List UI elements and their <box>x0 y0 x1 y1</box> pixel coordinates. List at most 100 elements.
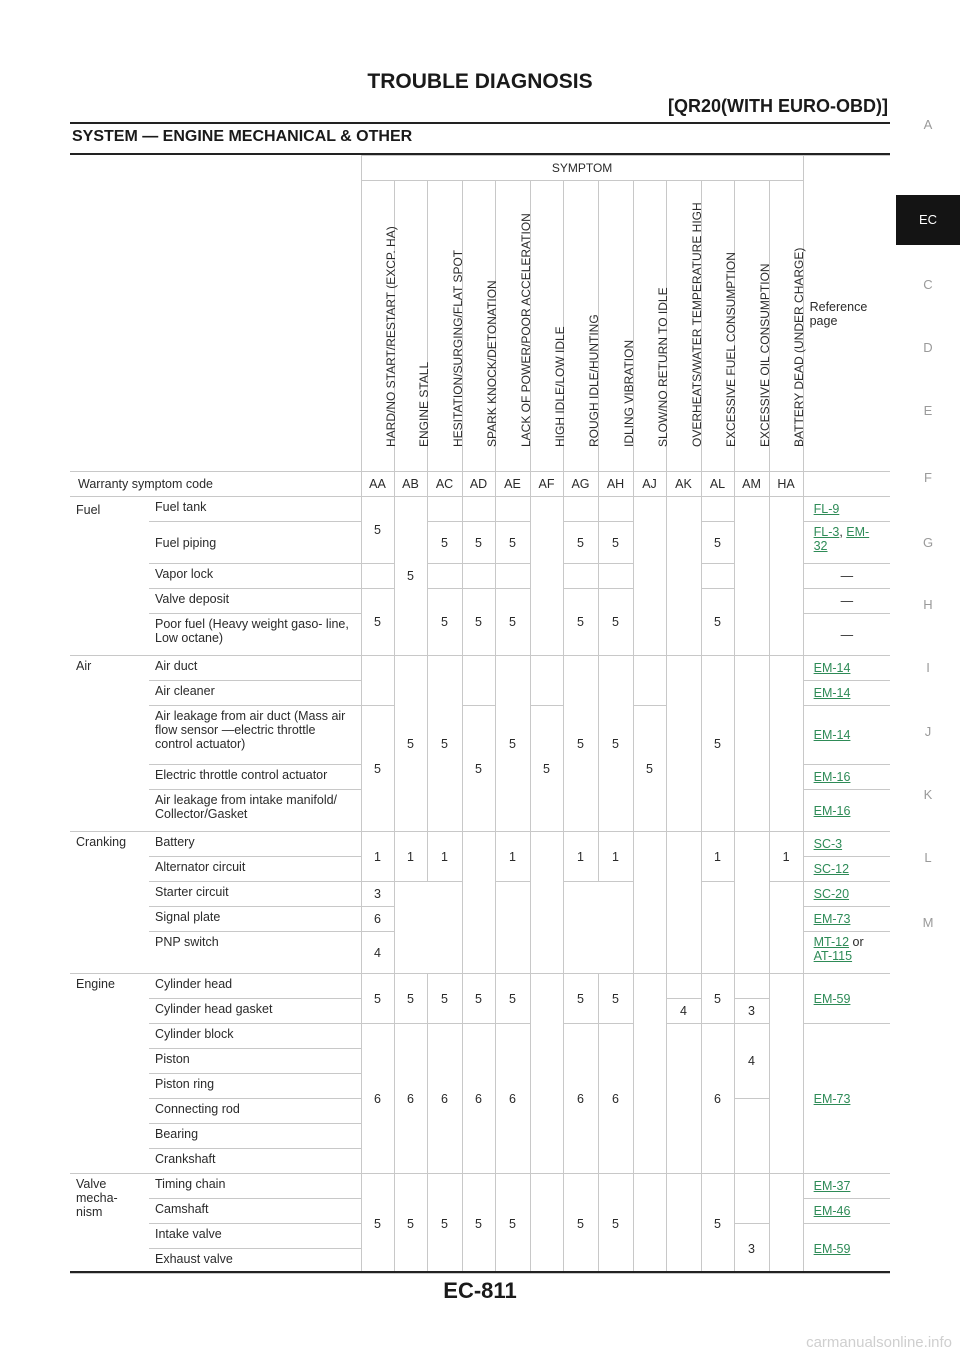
page-number: EC-811 <box>443 1278 517 1303</box>
symptom-high-low-idle: HIGH IDLE/LOW IDLE <box>529 180 567 472</box>
page-subtitle: [QR20(WITH EURO-OBD)] <box>668 96 888 116</box>
item-bearing: Bearing <box>149 1123 362 1149</box>
ref-link-fl-3[interactable]: FL-3 <box>813 525 840 539</box>
section-title: SYSTEM — ENGINE MECHANICAL & OTHER <box>72 128 413 145</box>
side-tab-i[interactable]: I <box>926 660 930 675</box>
code-cell: HA <box>768 471 804 497</box>
item-intake-valve: Intake valve <box>149 1223 362 1249</box>
item-alternator: Alternator circuit <box>149 856 362 882</box>
page-title: TROUBLE DIAGNOSIS <box>367 70 593 93</box>
item-cylinder-block: Cylinder block <box>149 1023 362 1049</box>
code-cell: AH <box>597 471 634 497</box>
item-etc-actuator: Electric throttle control actuator <box>149 764 362 790</box>
group-valve-mechanism: Valve mecha- nism <box>70 1173 149 1274</box>
side-tab-c[interactable]: C <box>923 277 933 292</box>
code-cell: AM <box>733 471 770 497</box>
item-piston: Piston <box>149 1048 362 1074</box>
ref-link-em-14[interactable]: EM-14 <box>813 686 851 700</box>
ref-link-mt-12[interactable]: MT-12 <box>813 935 850 949</box>
code-cell: AC <box>426 471 463 497</box>
item-timing-chain: Timing chain <box>149 1173 362 1199</box>
ref-link-sc-3[interactable]: SC-3 <box>813 837 843 851</box>
section-rule <box>70 153 890 155</box>
item-fuel-piping: Fuel piping <box>149 521 362 564</box>
group-fuel: Fuel <box>70 496 149 656</box>
ref-link-em-32[interactable]: EM-32 <box>813 525 870 553</box>
ref-link-em-16[interactable]: EM-16 <box>813 803 851 818</box>
side-tab-h[interactable]: H <box>923 597 933 612</box>
ref-link-em-14[interactable]: EM-14 <box>813 661 851 675</box>
ref-link-em-16[interactable]: EM-16 <box>813 770 851 784</box>
ref-link-em-73[interactable]: EM-73 <box>813 1091 851 1106</box>
side-tab-d[interactable]: D <box>923 340 933 355</box>
reference-header: Reference page <box>802 155 891 472</box>
symptom-lack-of-power: LACK OF POWER/POOR ACCELERATION <box>494 180 533 472</box>
ref-link-em-59[interactable]: EM-59 <box>813 991 851 1006</box>
item-exhaust-valve: Exhaust valve <box>149 1248 362 1274</box>
side-tab-l[interactable]: L <box>924 850 932 865</box>
item-connecting-rod: Connecting rod <box>149 1098 362 1124</box>
code-cell: AD <box>461 471 496 497</box>
header-rule <box>70 122 890 124</box>
group-air: Air <box>70 655 149 832</box>
code-cell: AK <box>665 471 702 497</box>
item-air-leak-manifold: Air leakage from intake manifold/ Collec… <box>149 789 362 832</box>
item-fuel-tank: Fuel tank <box>149 496 362 522</box>
symptom-hesitation: HESITATION/SURGING/FLAT SPOT <box>426 180 465 472</box>
code-cell: AE <box>494 471 531 497</box>
symptom-fuel-consumption: EXCESSIVE FUEL CONSUMPTION <box>700 180 738 472</box>
code-cell: AF <box>529 471 564 497</box>
corner-cell <box>70 155 362 472</box>
footer-rule <box>70 1271 890 1273</box>
symptom-table: SYMPTOM Reference page HARD/NO START/RES… <box>70 155 891 1274</box>
side-tab-ec[interactable]: EC <box>896 195 960 245</box>
side-tab-k[interactable]: K <box>923 787 933 802</box>
ref-link-em-73[interactable]: EM-73 <box>813 912 851 926</box>
item-crankshaft: Crankshaft <box>149 1148 362 1174</box>
symptom-oil-consumption: EXCESSIVE OIL CONSUMPTION <box>733 180 772 472</box>
ref-link-em-14[interactable]: EM-14 <box>813 728 851 742</box>
symptom-idling-vibration: IDLING VIBRATION <box>597 180 636 472</box>
side-tab-f[interactable]: F <box>924 470 932 485</box>
ref-link-sc-20[interactable]: SC-20 <box>813 887 850 901</box>
ref-link-fl-9[interactable]: FL-9 <box>813 502 840 516</box>
item-piston-ring: Piston ring <box>149 1073 362 1099</box>
item-poor-fuel: Poor fuel (Heavy weight gaso- line, Low … <box>149 613 362 656</box>
symptom-spark-knock: SPARK KNOCK/DETONATION <box>461 180 499 472</box>
item-pnp-switch: PNP switch <box>149 931 362 974</box>
ref-link-em-59[interactable]: EM-59 <box>813 1241 851 1256</box>
ref-link-em-37[interactable]: EM-37 <box>813 1179 851 1193</box>
item-cylinder-head: Cylinder head <box>149 973 362 999</box>
item-vapor-lock: Vapor lock <box>149 563 362 589</box>
side-tab-m[interactable]: M <box>922 915 934 930</box>
ref-link-sc-12[interactable]: SC-12 <box>813 862 850 876</box>
item-starter: Starter circuit <box>149 881 362 907</box>
code-cell: AJ <box>632 471 667 497</box>
code-cell: AL <box>700 471 735 497</box>
item-signal-plate: Signal plate <box>149 906 362 932</box>
item-air-leak-duct: Air leakage from air duct (Mass air flow… <box>149 705 362 765</box>
code-cell: AG <box>562 471 599 497</box>
symptom-hard-start: HARD/NO START/RESTART (EXCP. HA) <box>360 180 398 472</box>
symptom-engine-stall: ENGINE STALL <box>393 180 431 472</box>
code-cell: AA <box>360 471 395 497</box>
group-cranking: Cranking <box>70 831 149 974</box>
item-air-duct: Air duct <box>149 655 362 681</box>
item-cylinder-head-gasket: Cylinder head gasket <box>149 998 362 1024</box>
item-battery: Battery <box>149 831 362 857</box>
side-tab-j[interactable]: J <box>924 724 932 739</box>
symptom-header: SYMPTOM <box>360 155 804 181</box>
ref-link-at-115[interactable]: AT-115 <box>813 949 853 963</box>
item-camshaft: Camshaft <box>149 1198 362 1224</box>
watermark: carmanualsonline.info <box>806 1334 952 1351</box>
symptom-slow-return: SLOW/NO RETURN TO IDLE <box>632 180 670 472</box>
code-cell: AB <box>393 471 428 497</box>
group-engine: Engine <box>70 973 149 1174</box>
side-tab-a[interactable]: A <box>923 117 933 132</box>
warranty-label: Warranty symptom code <box>70 471 362 497</box>
ref-link-em-46[interactable]: EM-46 <box>813 1204 851 1218</box>
symptom-overheats: OVERHEATS/WATER TEMPERATURE HIGH <box>665 180 704 472</box>
side-tab-e[interactable]: E <box>923 403 933 418</box>
side-tab-g[interactable]: G <box>922 535 934 550</box>
symptom-rough-idle: ROUGH IDLE/HUNTING <box>562 180 601 472</box>
